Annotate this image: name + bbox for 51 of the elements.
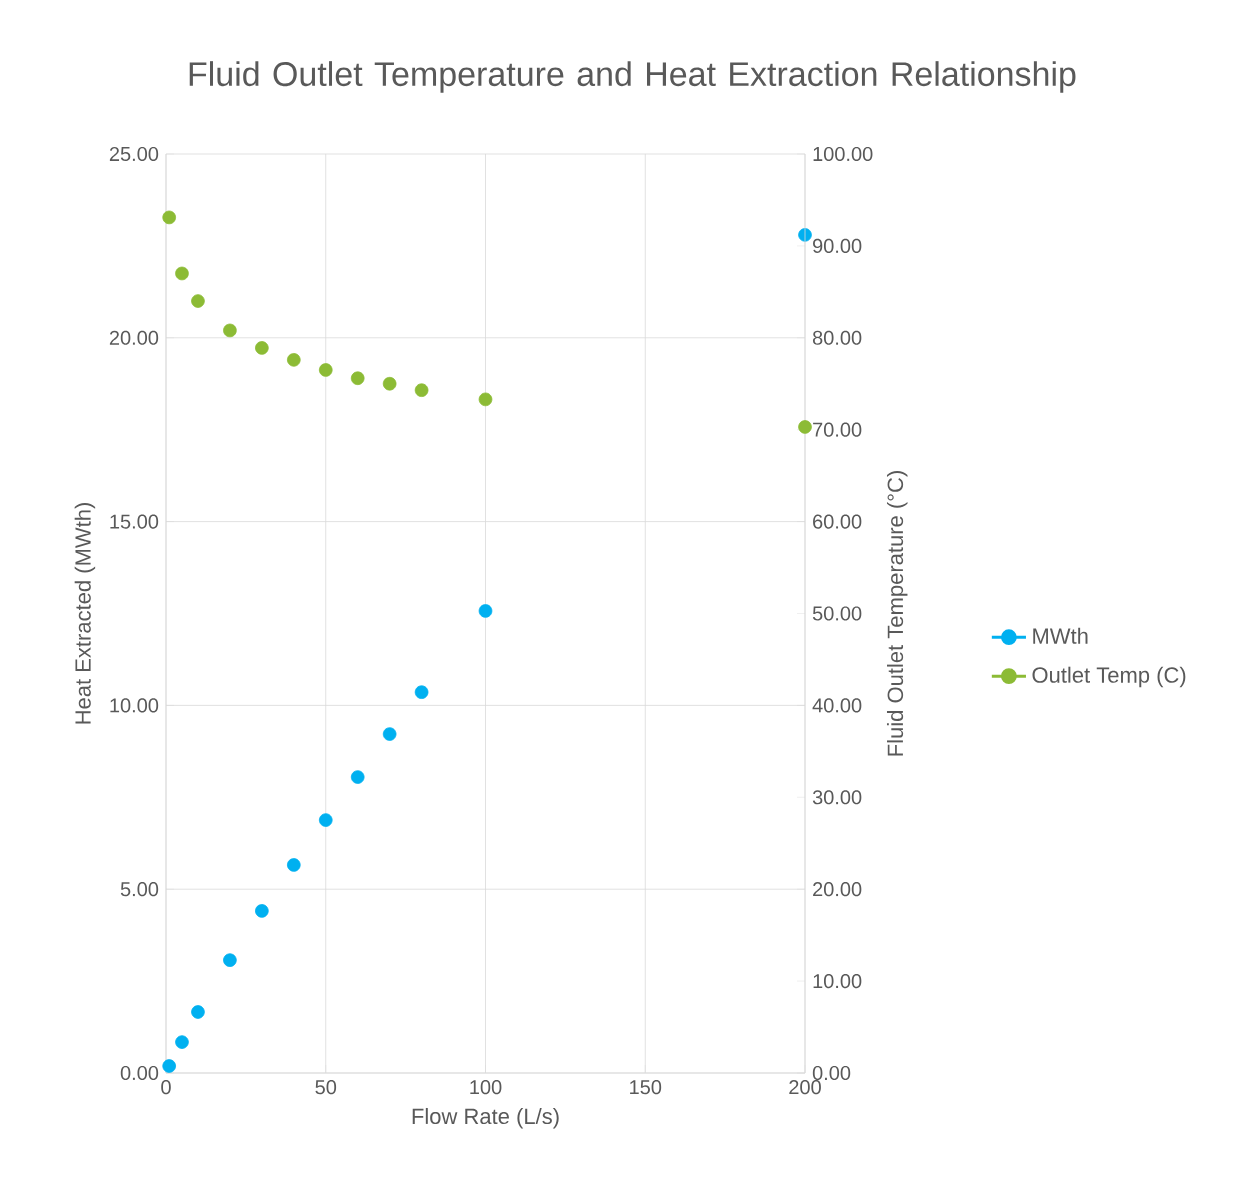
point bbox=[414, 383, 429, 397]
point bbox=[255, 904, 269, 918]
point bbox=[287, 858, 301, 872]
point bbox=[350, 770, 365, 784]
point bbox=[798, 420, 812, 434]
y2-tick-label: 50.00 bbox=[812, 606, 862, 621]
y-tick-label: 10.00 bbox=[110, 698, 159, 713]
chart-title: Fluid Outlet Temperature and Heat Extraction Relationship bbox=[189, 61, 1076, 93]
point bbox=[191, 294, 205, 308]
legend-label: MWth bbox=[1033, 627, 1088, 644]
point bbox=[175, 266, 189, 281]
legend-label: Outlet Temp (C) bbox=[1032, 666, 1186, 688]
y2-tick-label: 60.00 bbox=[813, 514, 862, 529]
point bbox=[162, 210, 176, 225]
point bbox=[223, 953, 237, 967]
x-tick-label: 100 bbox=[470, 1080, 502, 1095]
point bbox=[414, 685, 429, 699]
y2-axis-title: Fluid Outlet Temperature (°C) bbox=[886, 471, 908, 756]
x-tick-label: 0 bbox=[161, 1080, 171, 1095]
y2-tick-label: 90.00 bbox=[813, 238, 862, 253]
point bbox=[382, 376, 397, 391]
point bbox=[255, 341, 269, 355]
point bbox=[162, 1059, 176, 1073]
y-tick-label: 5.00 bbox=[120, 882, 159, 897]
y2-tick-label: 30.00 bbox=[812, 790, 862, 805]
point bbox=[318, 813, 333, 827]
y2-tick-label: 100.00 bbox=[813, 146, 873, 162]
y-tick-label: 20.00 bbox=[109, 330, 159, 345]
point bbox=[287, 353, 301, 367]
point bbox=[478, 392, 493, 407]
y-tick-label: 15.00 bbox=[110, 514, 159, 529]
x-axis-title: Flow Rate (L/s) bbox=[412, 1107, 559, 1129]
y2-tick-label: 0.00 bbox=[812, 1065, 851, 1081]
point bbox=[175, 1035, 189, 1049]
y2-tick-label: 70.00 bbox=[813, 422, 862, 437]
point bbox=[350, 371, 365, 386]
y-tick-label: 25.00 bbox=[109, 146, 159, 162]
y2-tick-label: 80.00 bbox=[812, 330, 862, 345]
point bbox=[318, 363, 333, 377]
x-tick-label: 150 bbox=[630, 1080, 662, 1095]
y2-tick-label: 20.00 bbox=[813, 882, 862, 897]
y-tick-label: 0.00 bbox=[120, 1065, 159, 1081]
point bbox=[478, 604, 493, 618]
point bbox=[191, 1005, 205, 1019]
x-tick-label: 200 bbox=[789, 1080, 821, 1095]
x-tick-label: 50 bbox=[315, 1080, 337, 1095]
y2-tick-label: 10.00 bbox=[813, 974, 862, 989]
point bbox=[223, 323, 237, 338]
y-axis-title: Heat Extracted (MWth) bbox=[74, 503, 96, 724]
y2-tick-label: 40.00 bbox=[812, 698, 862, 713]
point bbox=[382, 727, 397, 741]
